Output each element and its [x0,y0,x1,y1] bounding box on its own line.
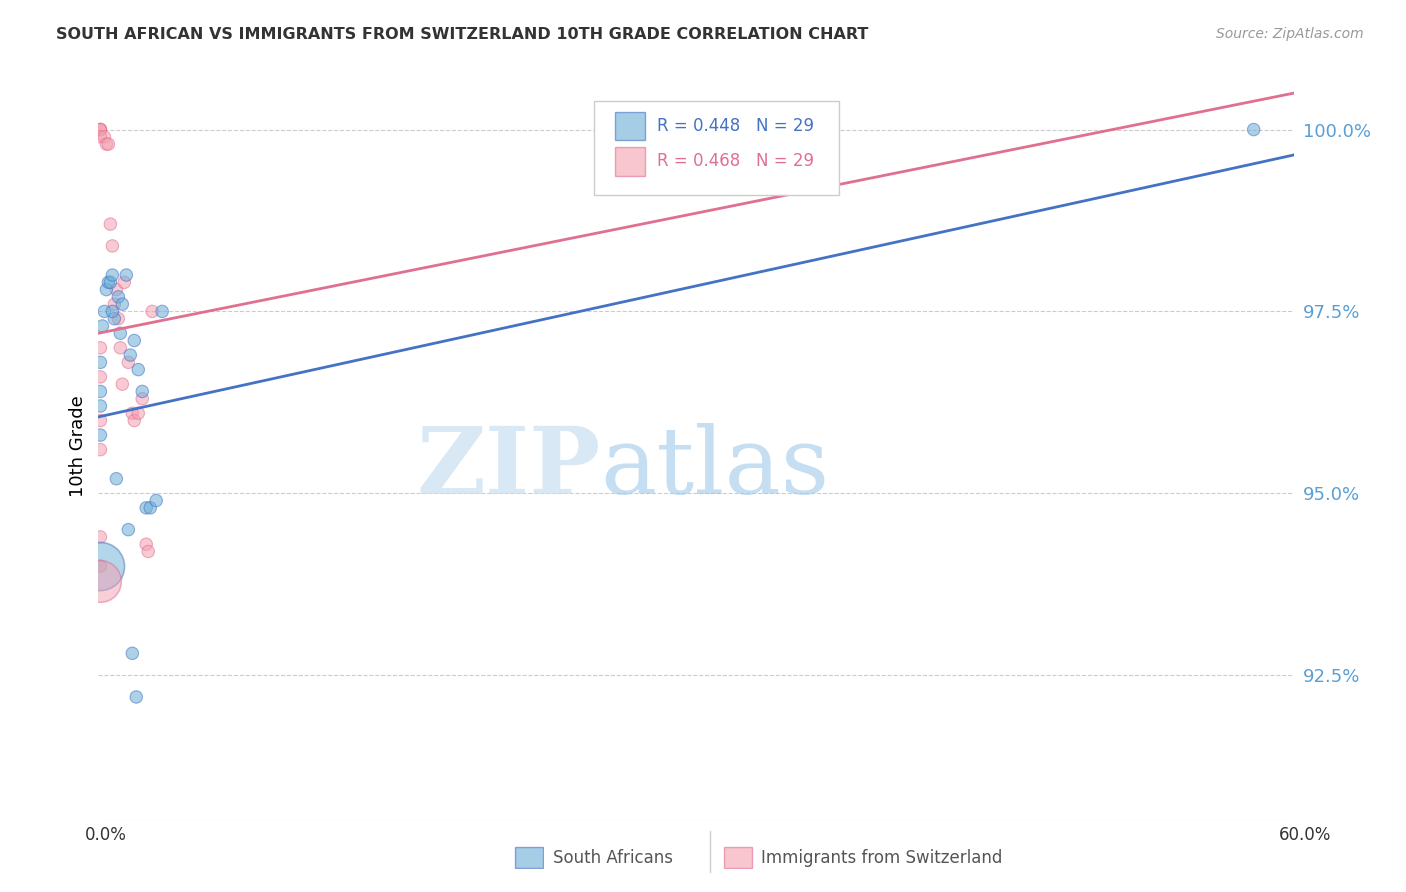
Text: 60.0%: 60.0% [1278,826,1331,844]
Point [117,523,139,537]
Point [89,428,111,442]
Point [97,137,120,152]
Point [89,129,111,144]
Text: South Africans: South Africans [553,849,672,867]
Point [89,122,111,136]
Point [89,574,111,588]
Point [135,500,157,515]
Point [110,341,132,355]
Point [103,297,125,311]
Point [150,304,173,318]
Text: 0.0%: 0.0% [84,826,127,844]
Text: R = 0.448   N = 29: R = 0.448 N = 29 [657,117,814,135]
Point [105,283,128,297]
Point [89,370,111,384]
FancyBboxPatch shape [595,102,839,195]
Point [89,399,111,413]
Point [139,500,162,515]
Point [93,129,115,144]
Point [117,355,139,369]
Point [89,341,111,355]
Point [89,122,111,136]
Point [89,384,111,399]
Point [98,217,122,231]
Point [124,413,146,427]
Point [121,646,143,660]
Point [125,690,148,704]
Text: atlas: atlas [600,424,830,514]
Point [89,122,111,136]
Point [120,348,142,362]
Point [127,406,149,420]
Point [101,304,124,318]
Bar [614,147,644,176]
Point [127,362,149,376]
Point [101,268,124,282]
Point [89,559,111,574]
Point [107,311,129,326]
Point [111,297,134,311]
Point [112,276,135,290]
Point [101,239,124,253]
Point [89,530,111,544]
Point [96,137,118,152]
Point [1243,122,1265,136]
Text: SOUTH AFRICAN VS IMMIGRANTS FROM SWITZERLAND 10TH GRADE CORRELATION CHART: SOUTH AFRICAN VS IMMIGRANTS FROM SWITZER… [56,27,869,42]
Point [91,318,114,333]
Point [93,304,115,318]
Point [141,304,163,318]
Point [135,537,157,551]
Point [115,268,138,282]
Text: ZIP: ZIP [416,424,600,514]
Point [89,559,111,574]
Point [131,384,153,399]
Y-axis label: 10th Grade: 10th Grade [69,395,87,497]
Point [121,406,143,420]
Text: Source: ZipAtlas.com: Source: ZipAtlas.com [1216,27,1364,41]
Point [110,326,132,341]
Point [105,472,128,486]
Point [89,413,111,427]
Point [124,334,146,348]
Point [89,355,111,369]
Text: R = 0.468   N = 29: R = 0.468 N = 29 [657,153,814,170]
Point [136,544,159,558]
Point [97,276,120,290]
Point [145,493,167,508]
Point [131,392,153,406]
Point [107,290,129,304]
Bar [614,112,644,140]
Point [111,377,134,392]
Point [103,311,125,326]
Point [98,276,122,290]
Text: Immigrants from Switzerland: Immigrants from Switzerland [761,849,1002,867]
Point [96,283,118,297]
Point [89,442,111,457]
